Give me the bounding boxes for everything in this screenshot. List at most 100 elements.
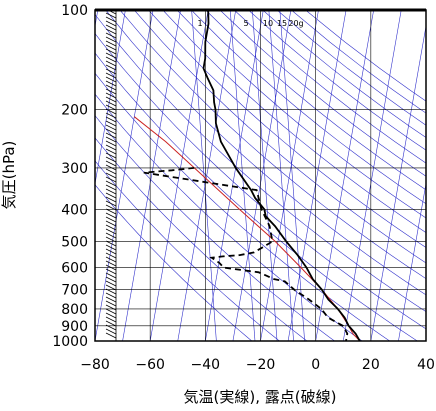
wind-barb: [105, 164, 117, 171]
wind-barb: [105, 12, 117, 19]
wind-barb: [105, 324, 117, 331]
wind-barb: [105, 316, 117, 323]
y-tick-label: 900: [61, 319, 88, 335]
dry-adiabat: [95, 160, 280, 341]
dry-adiabat: [219, 10, 426, 177]
wind-barb: [105, 288, 117, 295]
dry-adiabat: [95, 14, 426, 312]
isotherm: [398, 181, 426, 341]
wind-barb: [105, 244, 117, 251]
wind-barb: [105, 300, 117, 307]
wind-barb: [105, 224, 117, 231]
wind-barb: [105, 156, 117, 163]
x-tick-label: 40: [417, 357, 435, 373]
y-axis-title: 気圧(hPa): [0, 141, 18, 210]
wind-barb: [105, 320, 117, 327]
wind-barb: [105, 72, 117, 79]
wind-barb: [105, 160, 117, 167]
isotherm: [122, 10, 181, 341]
wind-barb: [105, 216, 117, 223]
wind-barb: [105, 332, 117, 339]
wind-barb: [105, 264, 117, 271]
wind-barb: [105, 200, 117, 207]
x-axis-title: 気温(実線), 露点(破線): [184, 388, 337, 406]
wind-barb: [105, 48, 117, 55]
dry-adiabat: [148, 10, 426, 248]
isotherm: [95, 10, 154, 341]
wind-barb: [105, 212, 117, 219]
isotherm: [342, 10, 402, 341]
wind-barb: [105, 36, 117, 43]
dry-adiabat: [105, 10, 426, 296]
dry-adiabat: [95, 32, 426, 330]
mixing-ratio-line: [252, 10, 278, 341]
wind-barb: [105, 240, 117, 247]
isotherm: [205, 10, 264, 341]
wind-barb: [105, 296, 117, 303]
mixing-ratio-line: [279, 10, 305, 341]
wind-barb: [105, 136, 117, 143]
mixing-ratio-labels: 1 5 10 15 20g: [197, 19, 303, 28]
wind-barb: [105, 92, 117, 99]
y-tick-label: 100: [61, 3, 88, 19]
wind-barb: [105, 84, 117, 91]
dry-adiabat: [95, 184, 252, 341]
wind-barb: [105, 44, 117, 51]
wind-barb: [105, 148, 117, 155]
wind-barb: [105, 56, 117, 63]
reference-lines: [95, 10, 426, 341]
wind-barb: [105, 40, 117, 47]
wind-barb: [105, 80, 117, 87]
x-tick-labels: −80 −60 −40 −20 0 20 40: [80, 357, 435, 373]
wind-barb: [105, 312, 117, 319]
wind-barb: [105, 104, 117, 111]
wind-barb: [105, 260, 117, 267]
y-tick-label: 500: [61, 234, 88, 250]
wind-barb: [105, 220, 117, 227]
dry-adiabat: [291, 10, 426, 114]
x-tick-label: −80: [80, 357, 110, 373]
wind-barb: [105, 184, 117, 191]
wind-barb: [105, 276, 117, 283]
wind-barb: [105, 132, 117, 139]
y-tick-label: 200: [61, 103, 88, 119]
grid: [95, 10, 426, 341]
wind-barb: [105, 32, 117, 39]
y-tick-label: 400: [61, 202, 88, 218]
wind-barb: [105, 124, 117, 131]
wind-barb: [105, 96, 117, 103]
wind-barb: [105, 232, 117, 239]
dry-adiabat: [191, 10, 426, 205]
wind-barb: [105, 168, 117, 175]
wind-barb: [105, 192, 117, 199]
x-tick-label: 0: [311, 357, 320, 373]
x-tick-label: −60: [135, 357, 165, 373]
isotherm: [232, 10, 292, 341]
y-tick-label: 700: [61, 283, 88, 299]
wind-barbs: [105, 10, 117, 341]
isotherm: [149, 10, 209, 341]
dry-adiabat: [119, 10, 426, 280]
wind-barb: [105, 256, 117, 263]
wind-barb: [105, 52, 117, 59]
wind-barb: [105, 188, 117, 195]
wind-barb: [105, 204, 117, 211]
wind-barb: [105, 176, 117, 183]
dewpoint-line: [143, 167, 349, 341]
y-tick-label: 800: [61, 302, 88, 318]
x-tick-label: −20: [246, 357, 276, 373]
parcel-line: [133, 116, 361, 341]
wind-barb: [105, 16, 117, 23]
wind-barb: [105, 268, 117, 275]
isotherm: [287, 10, 347, 341]
dry-adiabat: [95, 93, 363, 341]
wind-barb: [105, 108, 117, 115]
dry-adiabat: [248, 10, 426, 151]
wind-barb: [105, 100, 117, 107]
wind-barb: [105, 284, 117, 291]
wind-barb: [105, 128, 117, 135]
mixing-ratio-line: [229, 10, 256, 341]
wind-barb: [105, 24, 117, 31]
dry-adiabat: [95, 115, 335, 341]
